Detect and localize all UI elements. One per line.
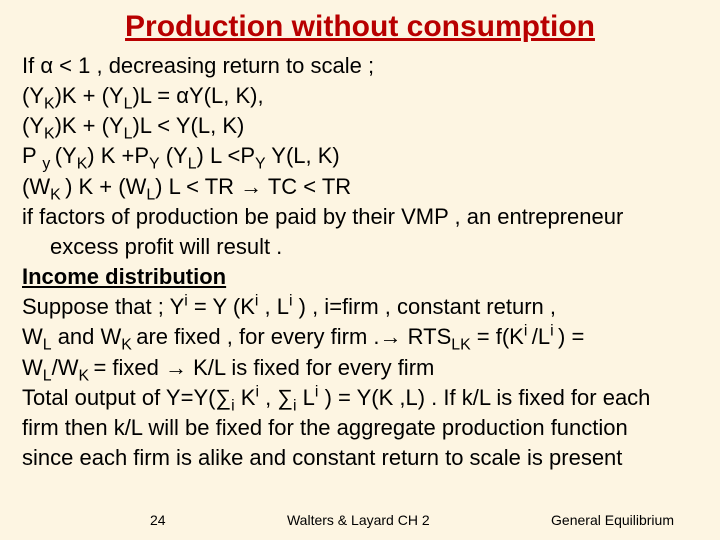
slide-body: If α < 1 , decreasing return to scale ; … [22,52,698,472]
t: (W [22,174,50,199]
sub: K [78,367,93,384]
sup: i [550,323,558,340]
sub: K [50,186,65,203]
subheading-income: Income distribution [22,263,698,291]
sub: K [44,126,55,143]
t: ) K +P [87,143,149,168]
line-3: (YK)K + (YL)L < Y(L, K) [22,112,698,140]
line-11: firm then k/L will be fixed for the aggr… [22,414,698,442]
sub: Y [255,156,266,173]
sub: L [146,186,155,203]
t: = Y (K [188,294,255,319]
t: (Y [55,143,77,168]
t: (Y [22,113,44,138]
line-12: since each firm is alike and constant re… [22,444,698,472]
t: ) L < TR → TC < TR [155,174,351,199]
footer-center: Walters & Layard CH 2 [287,512,430,528]
t: excess profit will result . [50,234,282,259]
t: are fixed , for every firm .→ RTS [136,324,451,349]
sub: y [42,156,54,173]
t: )K + (Y [55,113,124,138]
line-7: Suppose that ; Yi = Y (Ki , Li ) , i=fir… [22,293,698,321]
slide: Production without consumption If α < 1 … [0,0,720,540]
t: ) = Y(K ,L) . If k/L is fixed for each [318,385,650,410]
sub: K [44,96,55,113]
line-10: Total output of Y=Y(∑i Ki , ∑i Li ) = Y(… [22,384,698,412]
t: since each firm is alike and constant re… [22,445,622,470]
line-8: WL and WK are fixed , for every firm .→ … [22,323,698,351]
sub: K [121,337,136,354]
line-9: WL/WK = fixed → K/L is fixed for every f… [22,354,698,382]
t: W [22,324,43,349]
sub: LK [451,337,470,354]
t: ) L <P [197,143,256,168]
t: if factors of production be paid by thei… [22,204,623,229]
line-6: if factors of production be paid by thei… [22,203,698,231]
t: /W [52,355,79,380]
t: and W [52,324,122,349]
t: Y(L, K) [266,143,340,168]
line-5: (WK ) K + (WL) L < TR → TC < TR [22,173,698,201]
t: )K + (Y [55,83,124,108]
slide-title: Production without consumption [22,10,698,44]
sup: i [524,323,532,340]
t: = fixed → K/L is fixed for every firm [93,355,434,380]
line-6b: excess profit will result . [22,233,698,261]
t: = f(K [471,324,524,349]
footer-right: General Equilibrium [551,512,674,528]
sub: Y [149,156,160,173]
line-1: If α < 1 , decreasing return to scale ; [22,52,698,80]
t: /L [532,324,550,349]
t: , L [258,294,289,319]
sub: L [43,337,52,354]
t: K [235,385,256,410]
t: (Y [22,83,44,108]
line-4: P y (YK) K +PY (YL) L <PY Y(L, K) [22,142,698,170]
t: firm then k/L will be fixed for the aggr… [22,415,628,440]
t: , ∑ [259,385,293,410]
t: ) = [558,324,584,349]
sub: L [43,367,52,384]
slide-footer: 24 Walters & Layard CH 2 General Equilib… [0,512,720,528]
text: If α < 1 , decreasing return to scale ; [22,53,374,78]
t: )L = αY(L, K), [132,83,263,108]
t: ) K + (W [65,174,146,199]
t: P [22,143,42,168]
t: W [22,355,43,380]
t: L [297,385,315,410]
t: Income distribution [22,264,226,289]
sub: K [77,156,88,173]
t: Total output of Y=Y(∑ [22,385,231,410]
t: )L < Y(L, K) [132,113,244,138]
page-number: 24 [150,512,166,528]
t: Suppose that ; Y [22,294,184,319]
t: ) , i=firm , constant return , [293,294,556,319]
t: (Y [160,143,188,168]
line-2: (YK)K + (YL)L = αY(L, K), [22,82,698,110]
sub: L [188,156,197,173]
